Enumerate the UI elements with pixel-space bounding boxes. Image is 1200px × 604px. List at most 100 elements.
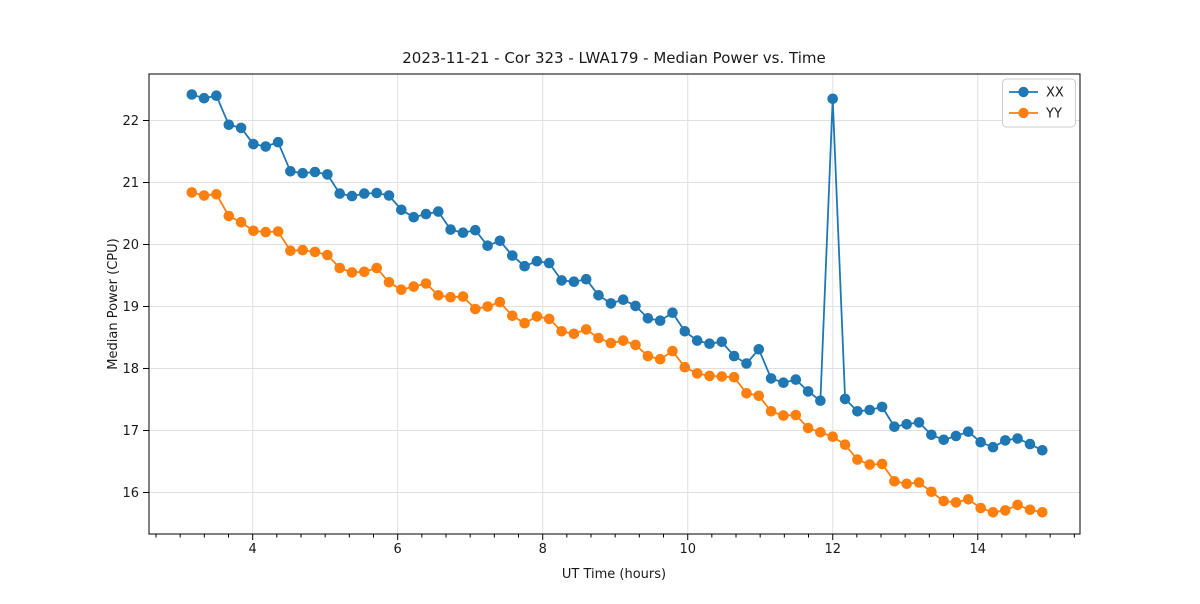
- series-yy-point: [371, 262, 383, 274]
- series-xx-point: [901, 419, 912, 430]
- series-yy-point: [433, 290, 444, 301]
- series-yy-point: [679, 361, 691, 373]
- series-xx-point: [630, 300, 641, 312]
- series-yy-point: [297, 244, 309, 256]
- series-xx-point: [408, 211, 420, 223]
- series-yy-point: [778, 410, 789, 421]
- x-tick-label: 12: [824, 542, 841, 557]
- series-yy-point: [630, 339, 641, 351]
- series-layer: [186, 89, 1048, 518]
- series-yy-point: [827, 431, 838, 443]
- series-yy-point: [235, 216, 247, 228]
- y-axis-label: Median Power (CPU): [106, 238, 121, 369]
- y-tick-label: 20: [122, 238, 139, 253]
- series-xx-point: [568, 276, 580, 288]
- series-yy-point: [531, 311, 543, 322]
- series-yy-point: [802, 422, 814, 434]
- series-xx-point: [371, 187, 383, 199]
- series-yy-point: [741, 388, 752, 399]
- series-xx: [186, 89, 1048, 456]
- series-xx-point: [309, 166, 321, 178]
- chart-title: 2023-11-21 - Cor 323 - LWA179 - Median P…: [402, 49, 826, 67]
- series-xx-point: [494, 235, 506, 247]
- series-yy-point: [839, 439, 851, 451]
- legend-item-xx: XX: [1009, 86, 1064, 101]
- series-xx-point: [211, 90, 222, 101]
- series-xx-point: [235, 122, 247, 134]
- series-xx-point: [445, 224, 456, 235]
- series-xx-point: [420, 208, 432, 220]
- series-yy-point: [987, 507, 999, 518]
- y-tick-label: 19: [122, 300, 139, 315]
- series-yy-point: [691, 368, 703, 379]
- series-xx-point: [617, 294, 629, 306]
- legend: XX YY: [1002, 78, 1076, 128]
- legend-marker-xx-icon: [1018, 86, 1029, 98]
- series-yy-point: [396, 284, 407, 296]
- y-axis-ticks: [143, 119, 149, 493]
- series-yy-point: [605, 337, 617, 349]
- y-tick-label: 22: [122, 114, 139, 129]
- series-xx-point: [223, 119, 235, 131]
- series-yy-point: [901, 478, 912, 490]
- series-yy-point: [519, 317, 530, 329]
- series-xx-point: [482, 240, 493, 251]
- series-xx-point: [507, 250, 518, 261]
- series-yy-point: [568, 328, 580, 340]
- series-yy-point: [580, 324, 592, 335]
- series-xx-point: [322, 169, 333, 180]
- series-yy-point: [445, 291, 456, 303]
- series-xx-point: [556, 275, 567, 286]
- series-yy-point: [926, 486, 937, 498]
- series-yy-point: [457, 291, 469, 302]
- series-yy-point: [470, 303, 481, 315]
- series-yy-point: [198, 190, 210, 201]
- series-xx-point: [864, 404, 875, 416]
- series-xx-point: [963, 426, 974, 438]
- series-yy-point: [852, 454, 863, 465]
- series-yy-point: [322, 249, 333, 261]
- y-tick-label: 16: [122, 486, 139, 501]
- series-yy-point: [913, 477, 925, 488]
- y-tick-label: 18: [122, 362, 139, 377]
- series-xx-point: [728, 350, 740, 362]
- series-xx-point: [519, 260, 530, 272]
- series-yy-point: [963, 494, 974, 505]
- series-yy-point: [938, 495, 949, 507]
- series-xx-point: [790, 374, 802, 385]
- x-tick-label: 6: [394, 542, 402, 557]
- series-xx-point: [716, 336, 728, 348]
- series-xx-point: [531, 255, 543, 267]
- series-yy-point: [482, 301, 493, 312]
- series-yy-point: [1012, 499, 1023, 511]
- series-xx-point: [396, 204, 407, 216]
- series-xx-point: [913, 417, 925, 428]
- series-yy-point: [728, 371, 740, 383]
- series-yy-point: [543, 313, 555, 325]
- series-xx-point: [359, 188, 370, 199]
- legend-item-yy: YY: [1009, 107, 1062, 122]
- series-yy-point: [654, 353, 666, 365]
- series-xx-point: [470, 224, 481, 236]
- x-tick-label: 10: [679, 542, 696, 557]
- x-tick-label: 14: [969, 542, 986, 557]
- series-xx-point: [876, 401, 888, 413]
- series-yy-point: [765, 406, 777, 417]
- series-yy-point: [359, 266, 370, 278]
- series-xx-point: [1037, 445, 1048, 456]
- series-yy-point: [383, 277, 395, 288]
- series-xx-point: [593, 290, 604, 301]
- series-yy-point: [790, 409, 802, 421]
- series-xx-point: [605, 298, 617, 309]
- series-xx-point: [679, 326, 691, 337]
- series-yy-point: [889, 476, 900, 487]
- x-axis-label: UT Time (hours): [562, 567, 666, 582]
- legend-marker-yy-icon: [1018, 107, 1029, 119]
- series-yy-point: [617, 335, 629, 346]
- y-tick-label: 21: [122, 176, 139, 191]
- series-xx-point: [753, 344, 765, 355]
- series-yy-point: [260, 226, 272, 238]
- series-xx-point: [975, 436, 986, 448]
- series-xx-point: [765, 373, 777, 384]
